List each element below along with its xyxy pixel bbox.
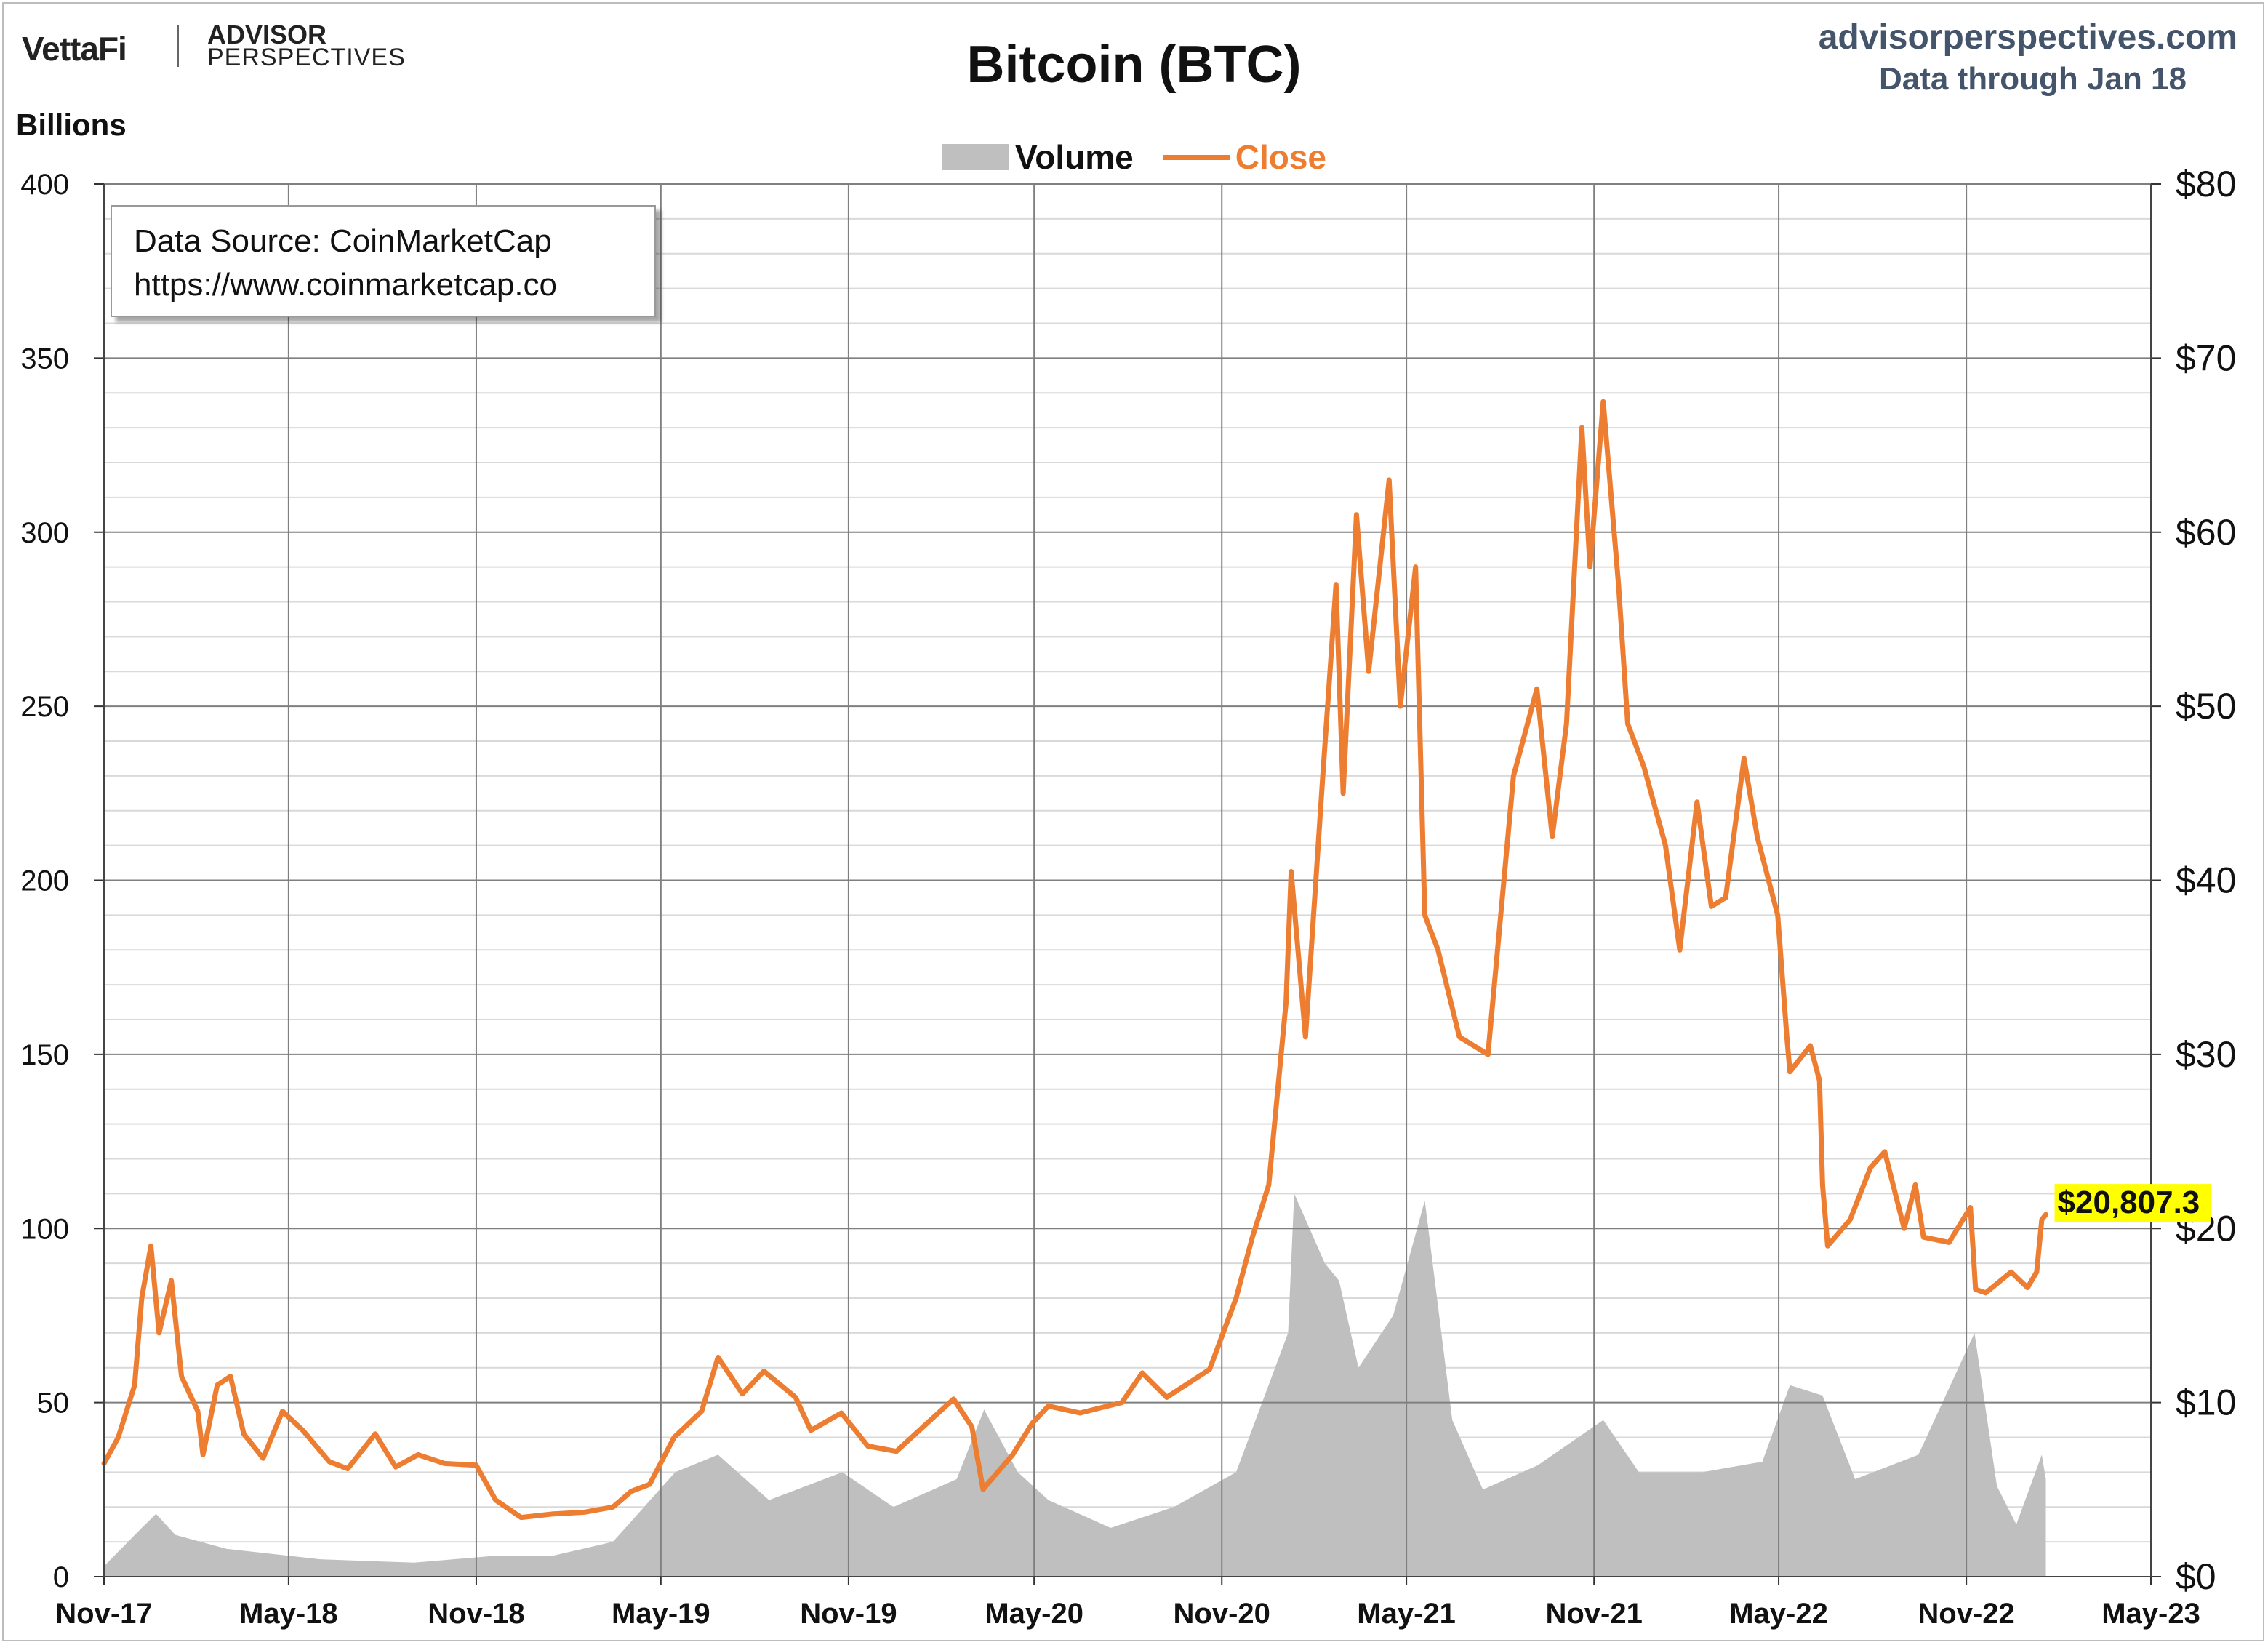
advisor-perspectives-logo-line2: PERSPECTIVES: [207, 44, 406, 71]
x-axis-tick-label: Nov-19: [800, 1598, 897, 1630]
left-axis-tick-label: 200: [20, 865, 69, 897]
legend-volume-label: Volume: [1015, 138, 1134, 176]
advisor-perspectives-logo-line1: ADVISOR: [207, 20, 327, 49]
volume-area: [104, 1193, 2046, 1577]
right-axis-tick-label: $0: [2176, 1556, 2216, 1597]
right-axis-tick-label: $10: [2176, 1382, 2236, 1423]
last-value-label: $20,807.3: [2058, 1185, 2200, 1220]
left-axis-tick-label: 400: [20, 169, 69, 201]
right-axis-tick-label: $60: [2176, 512, 2236, 553]
data-through-date: Data through Jan 18: [1879, 61, 2187, 97]
x-axis-tick-label: May-21: [1357, 1598, 1456, 1630]
legend-volume-swatch: [942, 144, 1009, 170]
logo-divider: [177, 25, 179, 67]
left-axis-tick-label: 300: [20, 517, 69, 549]
x-axis-tick-label: May-18: [239, 1598, 338, 1630]
right-axis-tick-label: $40: [2176, 860, 2236, 901]
left-axis-tick-label: 350: [20, 343, 69, 375]
x-axis-tick-label: May-23: [2101, 1598, 2200, 1630]
chart-title: Bitcoin (BTC): [966, 36, 1302, 94]
right-axis-tick-label: $30: [2176, 1034, 2236, 1075]
data-source-box: Data Source: CoinMarketCap https://www.c…: [111, 205, 656, 317]
x-axis-tick-label: May-22: [1729, 1598, 1828, 1630]
left-axis-tick-label: 50: [37, 1388, 70, 1420]
left-axis-tick-label: 250: [20, 691, 69, 723]
vettafi-logo: VettaFi: [22, 30, 127, 68]
left-axis-tick-label: 150: [20, 1039, 69, 1071]
x-axis-tick-label: Nov-20: [1174, 1598, 1270, 1630]
data-source-line: Data Source: CoinMarketCap: [134, 223, 552, 259]
left-axis-tick-label: 100: [20, 1213, 69, 1245]
x-axis-tick-label: May-20: [985, 1598, 1083, 1630]
right-axis-tick-label: $80: [2176, 164, 2236, 204]
data-source-url: https://www.coinmarketcap.co: [134, 267, 558, 303]
last-value-highlight: [2054, 1184, 2211, 1222]
left-axis-tick-label: 0: [53, 1561, 69, 1593]
x-axis-tick-label: Nov-17: [55, 1598, 152, 1630]
right-axis-tick-label: $70: [2176, 337, 2236, 378]
x-axis-tick-label: May-19: [612, 1598, 710, 1630]
legend: Volume Close: [942, 137, 1326, 177]
legend-close-swatch: [1162, 154, 1230, 160]
right-axis-tick-label: $50: [2176, 686, 2236, 727]
x-axis-tick-label: Nov-21: [1545, 1598, 1642, 1630]
close-price-line: [101, 399, 2048, 1521]
x-axis-tick-label: Nov-22: [1918, 1598, 2014, 1630]
site-url: advisorperspectives.com: [1818, 18, 2237, 57]
left-axis-label: Billions: [16, 108, 127, 142]
legend-close-label: Close: [1235, 138, 1326, 176]
x-axis-tick-label: Nov-18: [428, 1598, 524, 1630]
